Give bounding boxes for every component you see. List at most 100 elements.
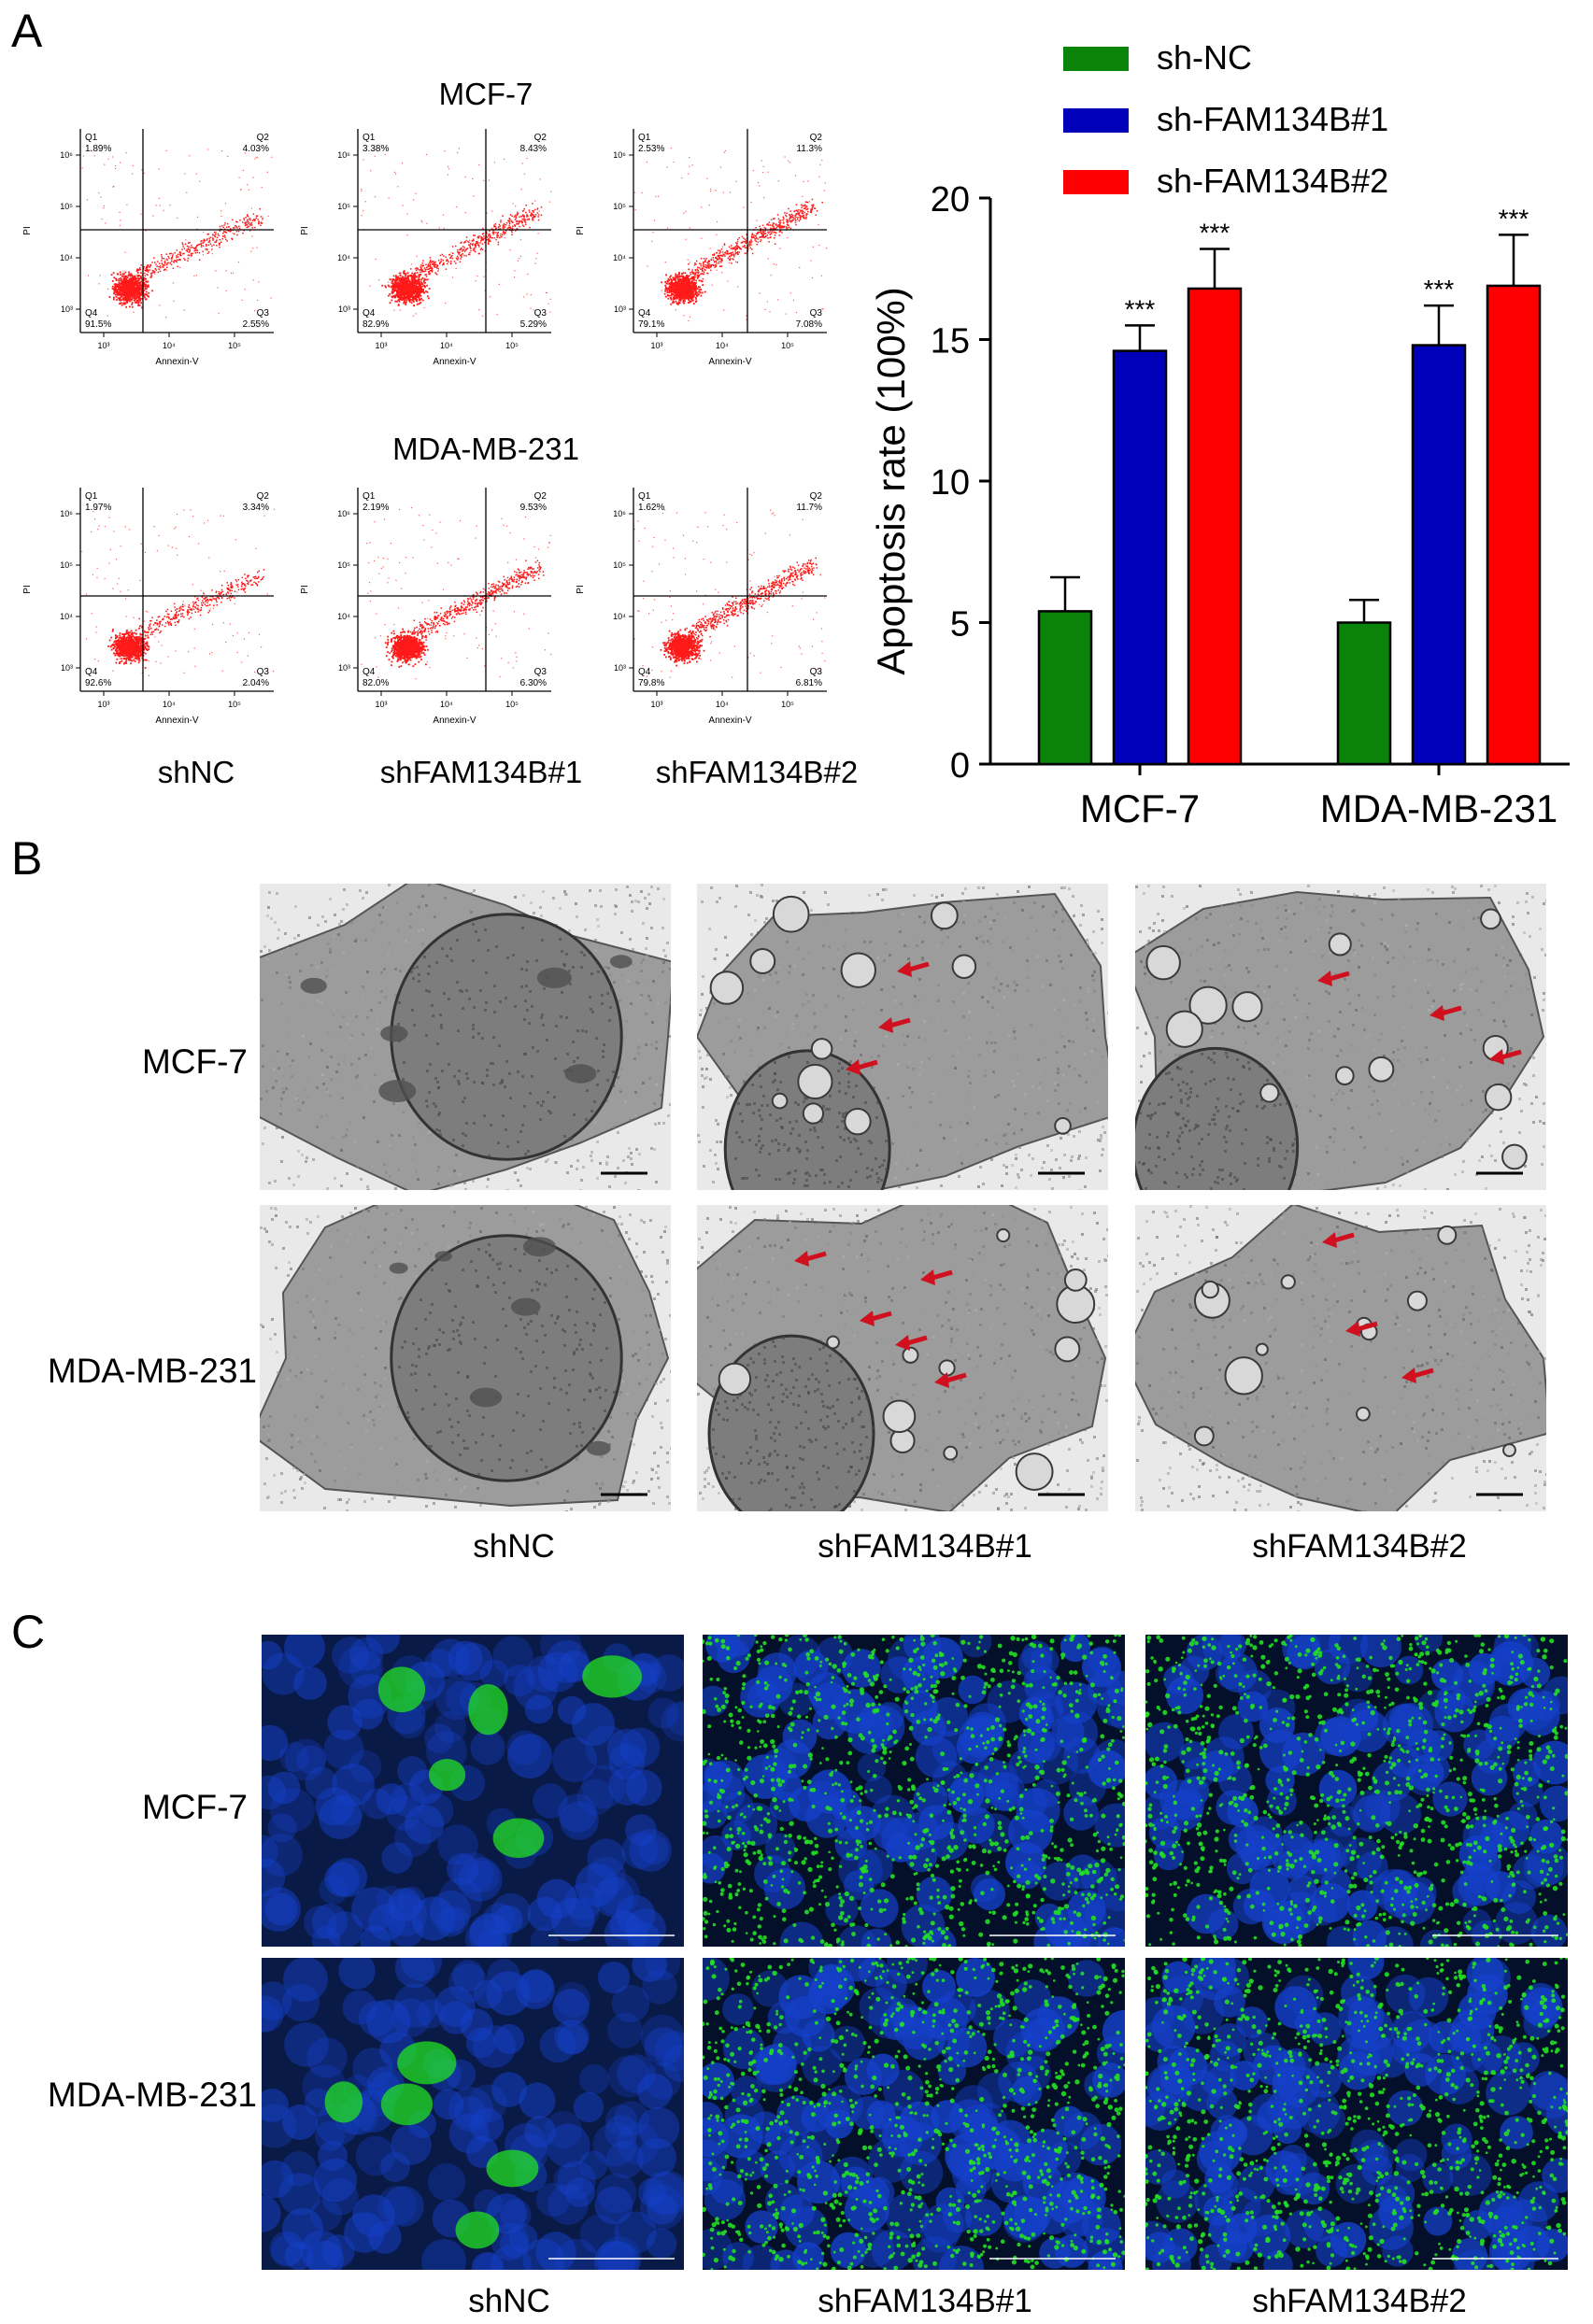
flow-plot: Q1 2.19% Q2 9.53% Q4 82.0% Q3 6.30% 10³ 10³ 10⁴ 10⁴… (294, 478, 565, 758)
red-arrow (878, 1017, 911, 1033)
red-arrow (860, 1311, 892, 1326)
legend-label: sh-FAM134B#2 (1157, 162, 1388, 200)
quadrant-label: 2.55% (243, 319, 269, 330)
x-axis-label: Annexin-V (433, 716, 476, 726)
y-tick-label: 10³ (614, 663, 626, 673)
legend-swatch (1063, 170, 1129, 194)
red-arrow (1317, 971, 1350, 986)
fluor-column-label-shfam134b1: shFAM134B#1 (757, 2283, 1093, 2320)
significance-label: *** (1499, 204, 1529, 233)
bar (1486, 284, 1542, 766)
x-axis-label: Annexin-V (708, 357, 751, 367)
quadrant-label: Q4 (85, 667, 98, 677)
autophagic-vacuole (1356, 1406, 1371, 1422)
x-tick-label: 10⁵ (781, 341, 794, 350)
flow-dots (633, 509, 826, 678)
lc3-puncta (703, 1958, 1125, 2270)
quadrant-label: Q2 (534, 491, 548, 502)
bar (1112, 349, 1168, 766)
quadrant-label: Q1 (85, 133, 98, 143)
autophagic-vacuole (1255, 1342, 1269, 1356)
quadrant-label: 1.89% (85, 144, 111, 154)
autophagic-vacuole (1480, 908, 1501, 930)
quadrant-label: Q3 (810, 308, 823, 319)
autophagic-vacuole (772, 895, 810, 933)
y-tick-label: 10⁵ (613, 202, 626, 211)
y-tick-label: 10⁶ (60, 509, 73, 518)
red-arrow (1345, 1321, 1378, 1337)
nuclei (1145, 1958, 1568, 2270)
x-tick-label: 10³ (650, 341, 662, 350)
nuclei (1145, 1635, 1568, 1947)
autophagic-vacuole (1502, 1443, 1516, 1457)
flow-dots (634, 148, 828, 322)
quadrant-label: Q2 (810, 491, 823, 502)
quadrant-label: Q2 (534, 133, 548, 143)
flow-dots (81, 149, 273, 322)
quadrant-label: 8.43% (520, 144, 547, 154)
tem-micrograph (697, 1205, 1108, 1511)
y-axis-label: PI (22, 226, 33, 234)
y-tick-label: 10⁶ (337, 509, 350, 518)
y-axis-label: PI (22, 585, 33, 593)
flow-plot: Q1 1.97% Q2 3.34% Q4 92.6% Q3 2.04% 10³ 10³ 10⁴ 10⁴… (17, 478, 288, 758)
red-arrow (1322, 1232, 1355, 1248)
autophagic-vacuole (1406, 1290, 1428, 1311)
legend-swatch (1063, 47, 1129, 71)
y-tick-label: 10⁵ (613, 560, 626, 570)
flow-plot: Q1 1.62% Q2 11.7% Q4 79.8% Q3 6.81% 10³ 10³ 10⁴ 10⁴… (570, 478, 841, 758)
x-tick-label: 10³ (375, 700, 387, 709)
red-arrow (1401, 1367, 1434, 1383)
autophagic-vacuole (840, 952, 876, 988)
quadrant-label: 79.8% (638, 678, 664, 688)
x-axis-label: Annexin-V (155, 357, 198, 367)
autophagic-vacuole (943, 1445, 959, 1461)
significance-label: *** (1424, 275, 1455, 304)
nuclei (703, 1635, 1125, 1947)
quadrant-label: 9.53% (520, 503, 547, 513)
y-tick-label: 10⁴ (60, 253, 73, 262)
flow-plot: Q1 1.89% Q2 4.03% Q4 91.5% Q3 2.55% 10³ 10³ 10⁴ 10⁴… (17, 120, 288, 400)
quadrant-label: 5.29% (520, 319, 547, 330)
tem-micrograph (1135, 884, 1546, 1190)
autophagic-vacuole (1501, 1143, 1528, 1170)
flow-plot: Q1 2.53% Q2 11.3% Q4 79.1% Q3 7.08% 10³ 10³ 10⁴ 10⁴… (570, 120, 841, 400)
y-tick-label: 10⁶ (337, 150, 350, 160)
flow-column-label-shfam134b1: shFAM134B#1 (346, 755, 617, 790)
y-tick-label: 10³ (61, 663, 73, 673)
x-tick-label: 10⁵ (505, 341, 519, 350)
y-tick-label: 10⁴ (337, 612, 350, 621)
fluor-column-label-shnc: shNC (369, 2283, 649, 2320)
quadrant-label: 11.3% (796, 144, 822, 154)
tem-micrograph (1135, 1205, 1546, 1511)
autophagic-vacuole (844, 1107, 872, 1136)
y-tick-label: 10⁴ (613, 612, 626, 621)
y-tick-label: 10⁶ (613, 150, 626, 160)
quadrant-label: 11.7% (796, 503, 822, 513)
nuclei (262, 1958, 684, 2270)
lc3-puncta (1145, 1635, 1568, 1947)
y-tick-label: 20 (931, 180, 970, 220)
autophagic-vacuole (1280, 1274, 1296, 1290)
apoptosis-bar-chart: sh-NC sh-FAM134B#1 sh-FAM134B#2 0 5 10 15 20 Apo… (869, 38, 1570, 830)
x-tick-label: 10⁴ (440, 700, 453, 709)
quadrant-label: 3.38% (363, 144, 389, 154)
quadrant-label: 82.0% (363, 678, 389, 688)
quadrant-label: Q2 (257, 133, 270, 143)
fluor-row-label-mdamb231: MDA-MB-231 (19, 2076, 257, 2115)
autophagic-vacuole (826, 1335, 840, 1350)
red-arrow (846, 1059, 878, 1075)
flow-cellline-label-mdamb231: MDA-MB-231 (318, 432, 654, 467)
tem-column-label-shfam134b1: shFAM134B#1 (757, 1528, 1093, 1566)
y-tick-label: 10⁵ (60, 202, 73, 211)
y-tick-label: 10³ (338, 663, 350, 673)
red-arrow (895, 1335, 928, 1351)
quadrant-label: Q4 (638, 667, 651, 677)
autophagic-vacuole (1193, 1425, 1215, 1447)
red-arrow (934, 1372, 967, 1388)
flow-plot: Q1 3.38% Q2 8.43% Q4 82.9% Q3 5.29% 10³ 10³ 10⁴ 10⁴… (294, 120, 565, 400)
quadrant-label: Q4 (638, 308, 651, 319)
nucleus (1135, 1046, 1300, 1190)
autophagic-vacuole (1334, 1066, 1355, 1086)
tem-micrograph (260, 884, 671, 1190)
